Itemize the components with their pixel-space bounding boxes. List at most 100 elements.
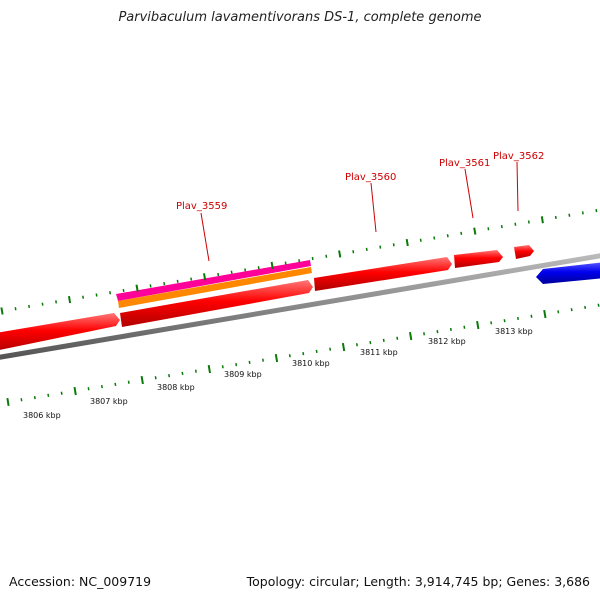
minor-tick	[581, 211, 584, 215]
minor-tick	[325, 254, 328, 258]
minor-tick	[311, 256, 314, 261]
accession-text: Accession: NC_009719	[9, 574, 152, 589]
gene-arrow[interactable]	[314, 257, 452, 291]
minor-tick	[122, 288, 125, 293]
minor-tick	[302, 351, 305, 356]
minor-tick	[60, 391, 63, 395]
gene-arrow-reverse[interactable]	[536, 262, 600, 284]
scale-tick-track	[6, 303, 600, 407]
minor-tick	[95, 293, 98, 297]
minor-tick	[369, 340, 372, 345]
minor-tick	[446, 234, 449, 238]
minor-tick	[554, 215, 557, 220]
minor-tick	[149, 284, 152, 288]
gene-arrow[interactable]	[120, 280, 313, 327]
minor-tick	[47, 393, 50, 398]
minor-tick	[514, 222, 517, 226]
major-tick	[338, 250, 342, 258]
scale-label: 3812 kbp	[428, 337, 466, 346]
scale-label: 3809 kbp	[224, 370, 262, 379]
minor-tick	[168, 373, 171, 378]
minor-tick	[127, 380, 130, 384]
gene-callouts: Plav_3559 Plav_3560 Plav_3561 Plav_3562	[176, 151, 544, 262]
major-tick	[274, 353, 279, 363]
minor-tick	[595, 208, 598, 213]
forward-genes	[0, 245, 534, 352]
callout-line	[200, 212, 210, 262]
minor-tick	[221, 365, 224, 369]
minor-tick	[433, 236, 436, 240]
major-tick	[207, 364, 211, 374]
scale-label: 3806 kbp	[23, 411, 61, 420]
scale-label: 3813 kbp	[495, 327, 533, 336]
map-title: Parvibaculum lavamentivorans DS-1, compl…	[118, 10, 482, 25]
minor-tick	[355, 343, 358, 347]
minor-tick	[20, 398, 23, 402]
minor-tick	[530, 314, 533, 318]
callout-line	[516, 161, 519, 212]
minor-tick	[503, 319, 506, 323]
minor-tick	[392, 243, 395, 247]
minor-tick	[257, 266, 260, 270]
minor-tick	[365, 247, 368, 252]
gene-arrow[interactable]	[514, 245, 534, 259]
minor-tick	[100, 384, 103, 389]
scale-label: 3811 kbp	[360, 348, 398, 357]
topology-summary: Topology: circular; Length: 3,914,745 bp…	[246, 574, 590, 589]
minor-tick	[487, 227, 490, 231]
minor-tick	[14, 307, 17, 311]
minor-tick	[181, 371, 184, 376]
major-tick	[270, 261, 274, 269]
major-tick	[0, 307, 4, 315]
gene-arrow[interactable]	[0, 313, 120, 352]
gene-label-plav-3559[interactable]: Plav_3559	[176, 201, 227, 212]
major-tick	[405, 238, 409, 247]
gene-label-plav-3561[interactable]: Plav_3561	[439, 158, 490, 169]
genome-backbone	[0, 253, 600, 360]
minor-tick	[154, 376, 157, 380]
minor-tick	[419, 238, 422, 242]
major-tick	[203, 273, 207, 281]
minor-tick	[490, 321, 493, 325]
minor-tick	[597, 303, 600, 307]
major-tick	[476, 320, 480, 330]
minor-tick	[382, 338, 385, 343]
minor-tick	[41, 302, 44, 306]
major-tick	[68, 295, 72, 304]
minor-tick	[217, 272, 220, 277]
minor-tick	[114, 382, 117, 387]
gene-arrow[interactable]	[454, 250, 503, 268]
major-tick	[473, 227, 477, 235]
minor-tick	[55, 300, 58, 304]
minor-tick	[284, 261, 287, 265]
major-tick	[341, 342, 346, 352]
minor-tick	[235, 362, 238, 367]
minor-tick	[190, 277, 193, 281]
gene-label-plav-3562[interactable]: Plav_3562	[493, 151, 544, 162]
gene-label-plav-3560[interactable]: Plav_3560	[345, 172, 396, 183]
major-tick	[540, 216, 544, 224]
scale-label: 3807 kbp	[90, 397, 128, 406]
minor-tick	[379, 245, 382, 249]
major-tick	[73, 386, 77, 396]
minor-tick	[460, 231, 463, 236]
callout-line	[370, 182, 377, 233]
minor-tick	[568, 213, 571, 217]
minor-tick	[288, 354, 291, 358]
minor-tick	[82, 295, 85, 299]
minor-tick	[244, 268, 247, 272]
minor-tick	[436, 329, 439, 334]
rna-feature-bar[interactable]	[116, 260, 311, 301]
scale-labels: 3806 kbp 3807 kbp 3808 kbp 3809 kbp 3810…	[23, 327, 533, 420]
cds-feature-bar[interactable]	[118, 267, 312, 308]
minor-tick	[109, 291, 112, 295]
minor-tick	[230, 270, 233, 274]
outer-tick-track	[0, 208, 598, 315]
callout-line	[464, 168, 474, 219]
minor-tick	[33, 395, 36, 400]
minor-tick	[500, 224, 503, 229]
scale-label: 3808 kbp	[157, 383, 195, 392]
major-tick	[140, 375, 144, 385]
minor-tick	[163, 281, 166, 286]
